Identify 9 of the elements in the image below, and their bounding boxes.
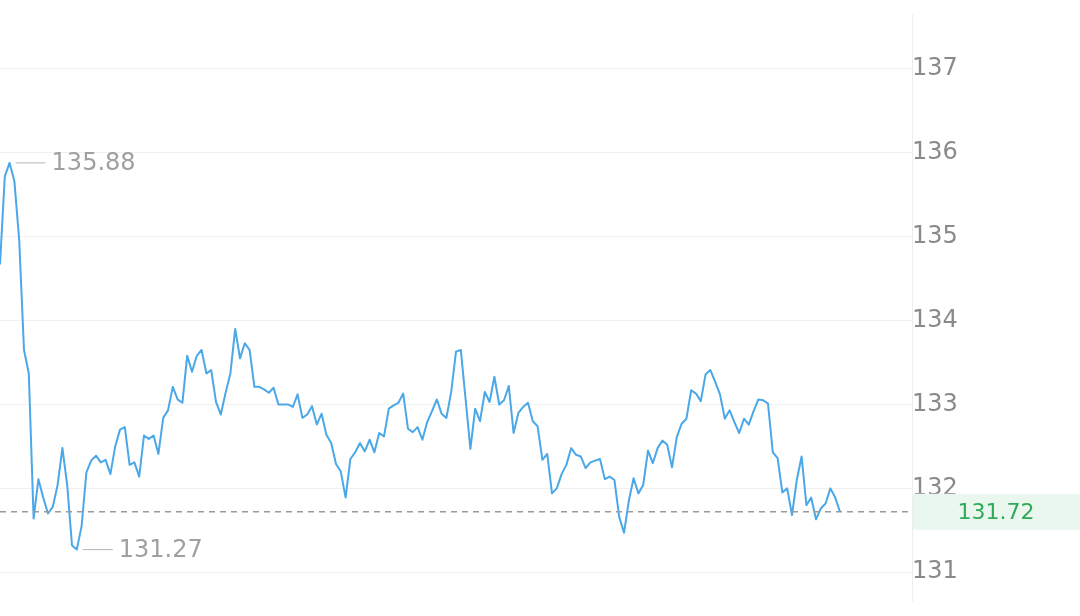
y-tick-label: 137 [912,53,958,82]
y-tick-label: 131 [912,556,958,585]
y-tick-label: 136 [912,137,958,166]
annotation: 131.27 [118,534,203,563]
y-tick-label: 133 [912,388,958,417]
y-tick-label: 134 [912,304,958,333]
y-tick-label: 135 [912,220,958,249]
annotation: 135.88 [51,148,136,177]
ref-line-label: 131.72 [957,498,1035,524]
